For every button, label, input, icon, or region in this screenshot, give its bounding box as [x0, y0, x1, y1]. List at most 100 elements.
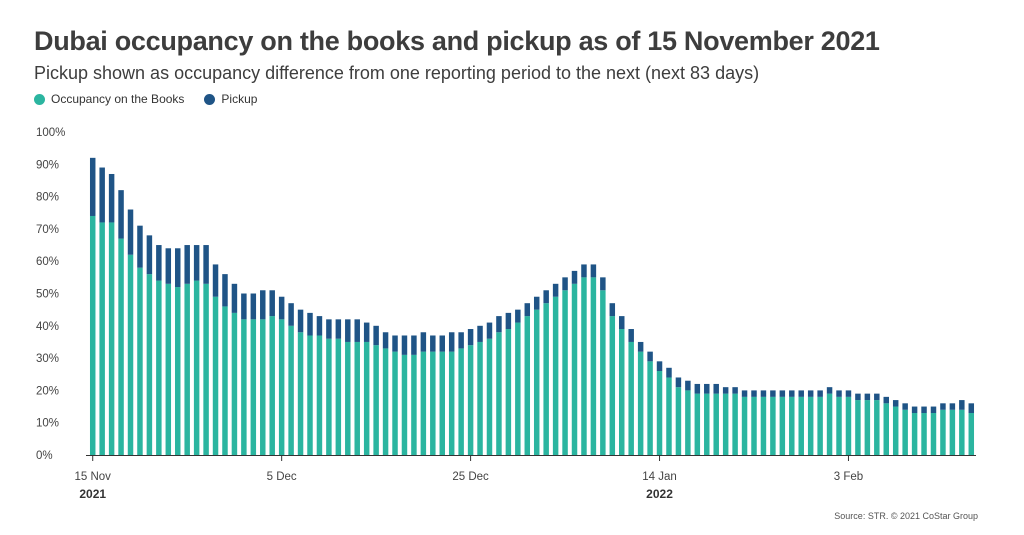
pickup-bar [269, 290, 275, 317]
occupancy-bar [637, 351, 644, 455]
pickup-bar [864, 393, 871, 401]
legend: Occupancy on the Books Pickup [34, 92, 257, 106]
occupancy-bar [741, 396, 748, 455]
occupancy-bar [278, 319, 285, 455]
occupancy-bar [345, 341, 351, 455]
occupancy-bar [779, 396, 786, 455]
pickup-bar [656, 361, 663, 372]
pickup-bar [505, 312, 512, 330]
y-tick-label: 30% [36, 353, 59, 365]
occupancy-bar [685, 390, 691, 455]
pickup-bar [430, 335, 436, 352]
occupancy-bar [326, 338, 332, 455]
occupancy-bar [505, 329, 512, 455]
occupancy-bar [562, 290, 568, 455]
pickup-bar [581, 264, 587, 278]
pickup-bar [789, 390, 795, 397]
y-tick-label: 0% [36, 450, 53, 462]
occupancy-bar [99, 222, 105, 455]
pickup-bar [297, 309, 304, 333]
pickup-bar [817, 390, 823, 397]
occupancy-bar [118, 238, 124, 455]
occupancy-bar [269, 316, 275, 455]
occupancy-bar [288, 325, 294, 455]
x-tick-label: 25 Dec [452, 471, 489, 483]
pickup-bar [845, 390, 852, 397]
occupancy-bar [798, 396, 804, 455]
occupancy-bar [297, 332, 304, 455]
pickup-bar [241, 293, 247, 320]
occupancy-bar [533, 309, 540, 455]
pickup-bar [278, 296, 285, 320]
pickup-bar [288, 303, 294, 326]
pickup-bar [892, 400, 899, 407]
y-tick-label: 10% [36, 418, 59, 430]
pickup-bar [467, 329, 474, 346]
occupancy-bar [892, 406, 899, 455]
pickup-bar [552, 283, 559, 297]
occupancy-bar [430, 351, 436, 455]
occupancy-bar [930, 413, 937, 455]
y-tick-label: 100% [36, 127, 65, 139]
pickup-bar [609, 303, 616, 317]
y-tick-label: 70% [36, 224, 59, 236]
legend-label-occupancy: Occupancy on the Books [51, 92, 185, 106]
pickup-bar [373, 325, 379, 346]
occupancy-bar [675, 387, 682, 455]
occupancy-bar [949, 409, 956, 455]
occupancy-bar [600, 290, 606, 455]
pickup-bar [156, 245, 162, 281]
pickup-bar [382, 332, 389, 349]
pickup-bar [911, 406, 918, 414]
y-tick-label: 60% [36, 256, 59, 268]
pickup-bar [515, 309, 521, 323]
occupancy-bar [836, 396, 842, 455]
pickup-bar [212, 264, 219, 297]
x-year-label: 2021 [79, 487, 106, 501]
y-tick-label: 20% [36, 385, 59, 397]
y-tick-label: 90% [36, 159, 59, 171]
pickup-bar [751, 390, 757, 397]
occupancy-bar [316, 335, 323, 455]
pickup-bar [439, 335, 445, 352]
pickup-bar [222, 274, 228, 307]
y-tick-label: 40% [36, 321, 59, 333]
pickup-bar [600, 277, 606, 291]
pickup-bar [345, 319, 351, 342]
pickup-bar [392, 335, 398, 352]
pickup-bar [619, 316, 625, 330]
occupancy-bar [458, 348, 464, 455]
x-tick-label: 15 Nov [75, 471, 112, 483]
occupancy-bar [448, 351, 455, 455]
occupancy-bar [940, 409, 946, 455]
occupancy-bar [231, 312, 238, 455]
pickup-bar [590, 264, 597, 278]
pickup-bar [713, 383, 719, 394]
pickup-bar [921, 406, 927, 414]
occupancy-bar [817, 396, 823, 455]
occupancy-bar [392, 351, 398, 455]
pickup-bar [826, 387, 833, 394]
pickup-bar [543, 290, 549, 304]
pickup-bar [637, 341, 644, 352]
occupancy-bar [543, 303, 549, 455]
occupancy-bar [732, 393, 738, 455]
occupancy-bar [175, 287, 181, 455]
pickup-bar [571, 270, 578, 284]
pickup-bar [411, 335, 417, 355]
occupancy-bar [250, 319, 257, 455]
legend-swatch-pickup [204, 93, 216, 105]
pickup-bar [165, 248, 172, 284]
pickup-bar [694, 383, 701, 394]
pickup-bar [486, 322, 493, 339]
pickup-bar [760, 390, 767, 397]
pickup-bar [628, 329, 634, 342]
occupancy-bar [581, 277, 587, 455]
pickup-bar [949, 403, 956, 410]
occupancy-bar [137, 267, 143, 455]
occupancy-bar [373, 345, 379, 455]
occupancy-bar [751, 396, 757, 455]
occupancy-bar [722, 393, 729, 455]
pickup-bar [89, 157, 96, 216]
occupancy-bar [165, 283, 172, 455]
